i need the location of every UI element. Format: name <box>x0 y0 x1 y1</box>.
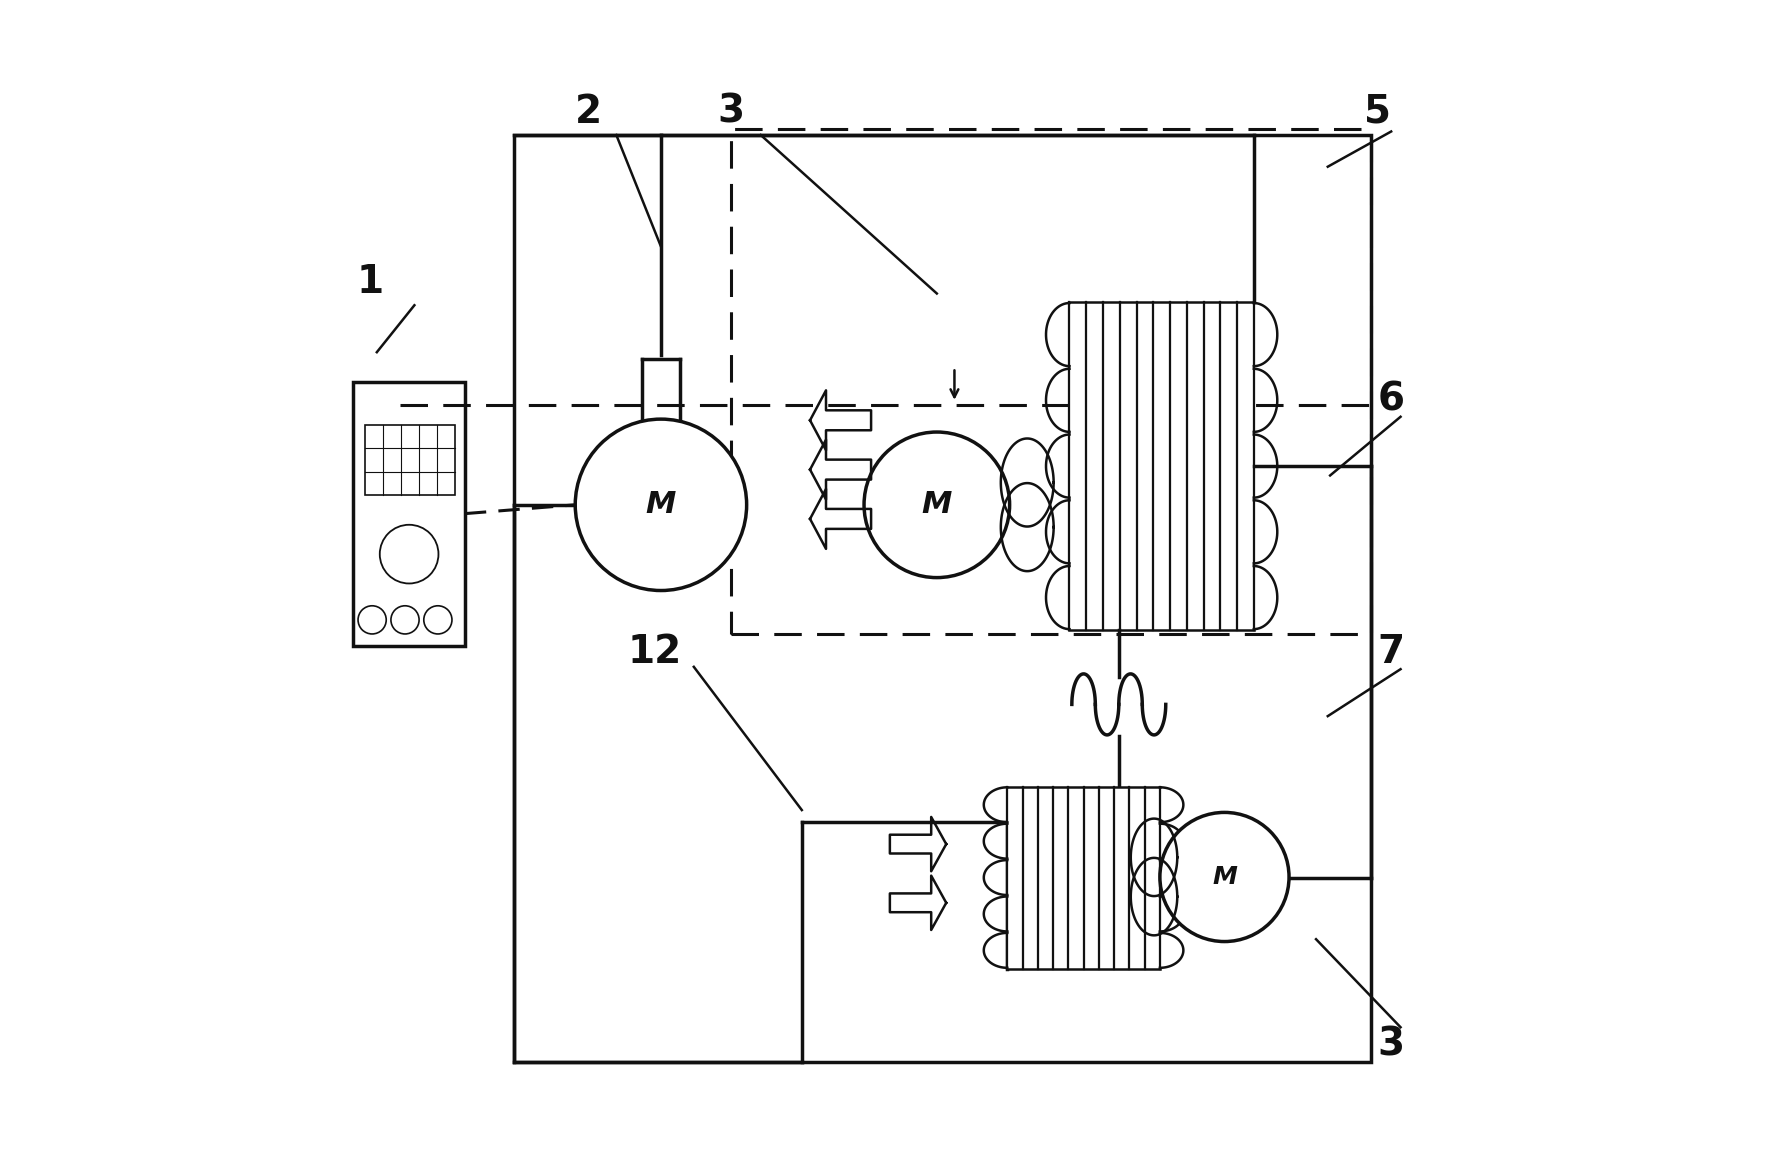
Text: 2: 2 <box>575 93 601 130</box>
Text: M: M <box>645 491 675 519</box>
Circle shape <box>865 432 1010 578</box>
Text: M: M <box>921 491 951 519</box>
Bar <box>732 129 1372 634</box>
Bar <box>354 382 465 646</box>
Text: 6: 6 <box>1377 380 1404 418</box>
Text: 12: 12 <box>628 633 682 670</box>
Circle shape <box>1160 812 1289 942</box>
Text: 1: 1 <box>355 263 384 301</box>
Bar <box>1008 787 1160 969</box>
Bar <box>1070 302 1254 630</box>
Text: 3: 3 <box>1377 1026 1406 1064</box>
Text: 5: 5 <box>1363 93 1391 130</box>
Text: 7: 7 <box>1377 633 1406 670</box>
Text: 3: 3 <box>718 93 744 130</box>
Circle shape <box>391 606 419 634</box>
Circle shape <box>575 419 746 591</box>
Circle shape <box>380 525 438 583</box>
Circle shape <box>424 606 453 634</box>
Circle shape <box>359 606 385 634</box>
Text: M: M <box>1213 865 1238 889</box>
Bar <box>514 135 1372 1062</box>
Bar <box>366 425 456 495</box>
